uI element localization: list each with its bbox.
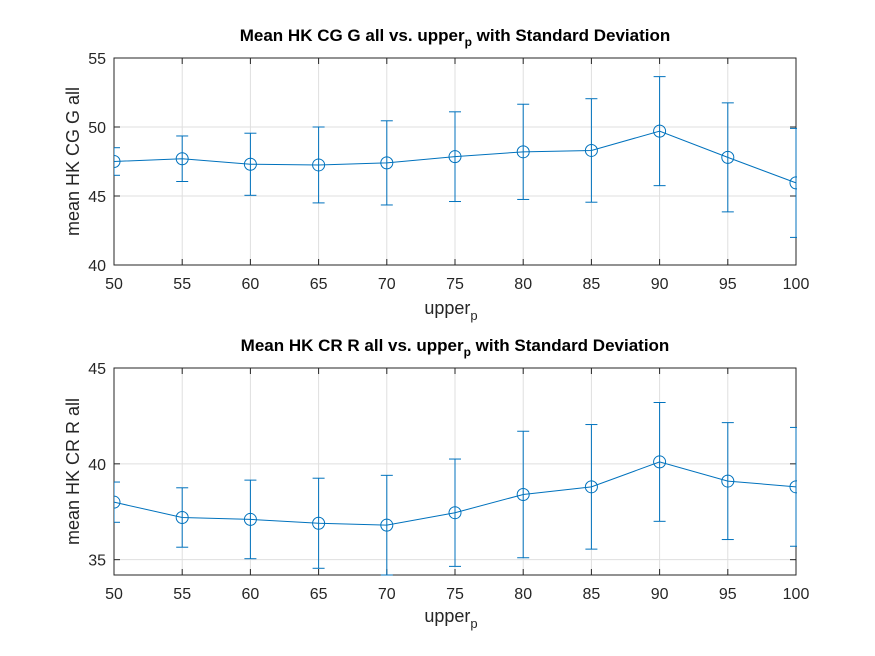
- series-layer: [114, 402, 797, 576]
- data-point: [114, 155, 121, 168]
- y-tick-label: 55: [88, 51, 106, 68]
- data-point: [175, 152, 189, 166]
- data-point: [448, 150, 462, 164]
- data-point: [516, 488, 530, 501]
- y-tick-label: 40: [88, 457, 106, 474]
- data-point: [516, 145, 530, 159]
- x-tick-label: 100: [783, 276, 810, 293]
- x-tick-label: 80: [514, 586, 532, 603]
- y-tick-label: 35: [88, 553, 106, 570]
- subplot-2: 50 55 60 65 70 75 80 85 90 95 100 35 40 45 Mean HK CR …: [63, 336, 809, 631]
- series-line: [114, 461, 797, 526]
- error-bar: [114, 481, 120, 523]
- data-point: [584, 143, 598, 157]
- chart-title: Mean HK CR R all vs. upperp with Standar…: [241, 336, 670, 359]
- x-tick-label: 60: [242, 276, 260, 293]
- x-tick-label: 85: [583, 276, 601, 293]
- subplot-1: 50 55 60 65 70 75 80 85 90 95 100 40 45 50 55 Mean HK C…: [63, 26, 809, 323]
- x-tick-label: 65: [310, 586, 328, 603]
- x-tick-label: 95: [719, 276, 737, 293]
- x-tick-label: 100: [783, 586, 810, 603]
- data-point: [243, 157, 257, 171]
- data-point: [243, 512, 257, 526]
- x-tick-label: 90: [651, 276, 669, 293]
- data-point: [175, 511, 189, 524]
- x-tick-label: 65: [310, 276, 328, 293]
- x-tick-label: 85: [583, 586, 601, 603]
- data-point: [789, 480, 797, 494]
- x-tick-label: 95: [719, 586, 737, 603]
- chart-title: Mean HK CG G all vs. upperp with Standar…: [240, 26, 671, 49]
- series-layer: [114, 76, 797, 238]
- x-tick-label: 70: [378, 276, 396, 293]
- data-point: [448, 506, 462, 520]
- x-axis-label: upperp: [424, 298, 477, 323]
- data-point: [312, 158, 326, 172]
- x-tick-label: 55: [173, 276, 191, 293]
- data-point: [653, 124, 667, 138]
- x-tick-label: 75: [446, 586, 464, 603]
- x-tick-label: 75: [446, 276, 464, 293]
- x-tick-label: 55: [173, 586, 191, 603]
- data-point: [380, 156, 394, 170]
- y-tick-label: 45: [88, 361, 106, 378]
- y-axis-label: mean HK CR R all: [63, 398, 83, 545]
- y-tick-label: 50: [88, 120, 106, 137]
- error-bar: [114, 147, 120, 176]
- x-axis-label: upperp: [424, 606, 477, 631]
- series-line: [114, 130, 797, 184]
- data-point: [380, 518, 394, 532]
- y-tick-label: 40: [88, 258, 106, 275]
- data-point: [721, 474, 735, 488]
- x-tick-label: 80: [514, 276, 532, 293]
- data-point: [721, 150, 735, 164]
- x-tick-label: 90: [651, 586, 669, 603]
- y-axis-label: mean HK CG G all: [63, 87, 83, 236]
- x-tick-label: 50: [105, 276, 123, 293]
- data-point: [789, 176, 797, 190]
- data-point: [584, 480, 598, 494]
- x-tick-label: 70: [378, 586, 396, 603]
- data-point: [114, 495, 121, 509]
- data-point: [312, 516, 326, 530]
- y-tick-label: 45: [88, 189, 106, 206]
- x-tick-label: 60: [242, 586, 260, 603]
- x-tick-label: 50: [105, 586, 123, 603]
- data-point: [653, 455, 667, 469]
